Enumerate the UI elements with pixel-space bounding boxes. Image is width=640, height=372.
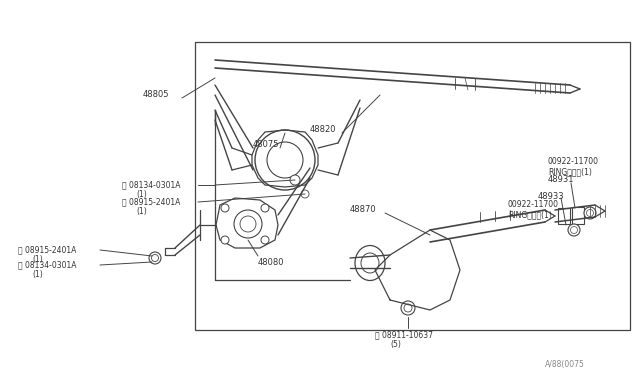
Circle shape bbox=[221, 204, 229, 212]
Text: Ⓦ 08915-2401A: Ⓦ 08915-2401A bbox=[122, 197, 180, 206]
Text: Ⓑ 08134-0301A: Ⓑ 08134-0301A bbox=[18, 260, 77, 269]
Text: 48931: 48931 bbox=[548, 175, 575, 184]
Text: (1): (1) bbox=[136, 190, 147, 199]
Circle shape bbox=[261, 204, 269, 212]
Text: RINGリング(1): RINGリング(1) bbox=[508, 210, 552, 219]
Text: 48075: 48075 bbox=[253, 140, 280, 149]
Text: Ⓑ 08134-0301A: Ⓑ 08134-0301A bbox=[122, 180, 180, 189]
Text: 00922-11700: 00922-11700 bbox=[508, 200, 559, 209]
Text: RINGリング(1): RINGリング(1) bbox=[548, 167, 592, 176]
Text: 48080: 48080 bbox=[258, 258, 285, 267]
Circle shape bbox=[568, 224, 580, 236]
Text: (1): (1) bbox=[136, 207, 147, 216]
Circle shape bbox=[261, 236, 269, 244]
Text: A/88(0075: A/88(0075 bbox=[545, 360, 585, 369]
Text: 48805: 48805 bbox=[143, 90, 170, 99]
Bar bbox=[558, 208, 570, 224]
Bar bbox=[195, 42, 630, 330]
Text: Ⓝ 08911-10637: Ⓝ 08911-10637 bbox=[375, 330, 433, 339]
Circle shape bbox=[301, 190, 309, 198]
Text: 00922-11700: 00922-11700 bbox=[548, 157, 599, 166]
Circle shape bbox=[149, 252, 161, 264]
Circle shape bbox=[221, 236, 229, 244]
Text: (1): (1) bbox=[32, 255, 43, 264]
Circle shape bbox=[401, 301, 415, 315]
Text: Ⓦ 08915-2401A: Ⓦ 08915-2401A bbox=[18, 245, 76, 254]
Text: 48870: 48870 bbox=[350, 205, 376, 214]
Text: (1): (1) bbox=[32, 270, 43, 279]
Text: (5): (5) bbox=[390, 340, 401, 349]
Text: 48820: 48820 bbox=[310, 125, 337, 134]
Circle shape bbox=[290, 175, 300, 185]
Text: 48933: 48933 bbox=[538, 192, 564, 201]
Circle shape bbox=[584, 207, 596, 219]
Bar bbox=[572, 207, 584, 224]
